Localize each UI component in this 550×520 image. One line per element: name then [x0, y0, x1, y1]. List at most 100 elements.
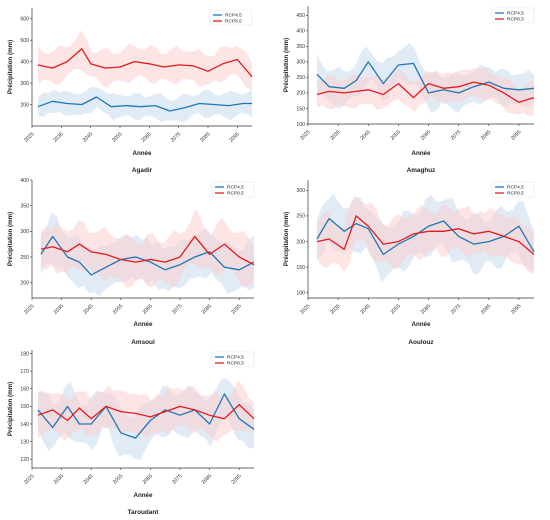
y-tick-label: 120 — [20, 457, 29, 463]
x-tick-label: 2065 — [140, 131, 152, 143]
x-axis-label: Année — [134, 492, 153, 499]
y-tick-label: 300 — [20, 81, 29, 87]
x-tick-label: 2085 — [201, 473, 213, 485]
y-tick-label: 170 — [20, 369, 29, 375]
x-tick-label: 2045 — [82, 131, 94, 143]
x-tick-label: 2075 — [170, 131, 182, 143]
x-axis-label: Année — [134, 321, 153, 328]
series-line-rcp45 — [37, 393, 255, 439]
chart-panel-amsoul: 200 250 300 350 400 2025 2035 2045 2055 2065 2075 2… — [7, 178, 255, 346]
band-rcp85 — [37, 30, 253, 90]
x-tick-label: 2035 — [53, 473, 65, 485]
legend-label: RCP8.5 — [227, 361, 244, 367]
y-tick-label: 150 — [296, 265, 305, 271]
legend-label: RCP4.5 — [507, 185, 524, 191]
band-rcp45 — [37, 86, 253, 123]
series-line-rcp85 — [40, 235, 255, 266]
legend-label: RCP8.5 — [507, 17, 524, 23]
chart-panel-taroudant: 120 130 140 150 160 170 180 2025 2035 2045 2055 206… — [7, 350, 255, 516]
legend-label: RCP4.5 — [225, 13, 242, 19]
y-tick-label: 350 — [296, 44, 305, 50]
chart-caption: Taroudant — [128, 509, 160, 516]
legend-label: RCP4.5 — [227, 185, 244, 191]
y-tick-label: 100 — [296, 291, 305, 297]
y-tick-label: 200 — [296, 239, 305, 245]
x-tick-label: 2025 — [23, 131, 35, 143]
x-tick-label: 2065 — [142, 473, 154, 485]
chart-caption: Amsoul — [131, 339, 155, 346]
y-tick-label: 400 — [20, 178, 29, 184]
x-tick-label: 2065 — [420, 303, 432, 315]
chart-panel-amaghuz: 100 150 200 250 300 350 400 450 2025 2035 2045 2055… — [283, 6, 535, 174]
series-line-rcp45 — [316, 217, 535, 256]
legend-label: RCP8.5 — [225, 19, 242, 25]
x-tick-label: 2025 — [23, 473, 35, 485]
x-tick-label: 2045 — [359, 303, 371, 315]
series-line-rcp85 — [37, 403, 255, 422]
x-tick-label: 2055 — [112, 303, 124, 315]
series-line-rcp85 — [316, 81, 535, 103]
y-tick-label: 450 — [296, 13, 305, 19]
x-tick-label: 2055 — [112, 473, 124, 485]
x-tick-label: 2045 — [82, 303, 94, 315]
band-rcp85 — [317, 67, 534, 117]
chart-caption: Agadir — [132, 167, 153, 174]
y-tick-label: 100 — [296, 122, 305, 128]
x-tick-label: 2075 — [171, 473, 183, 485]
x-tick-label: 2035 — [52, 131, 64, 143]
x-tick-label: 2095 — [510, 303, 522, 315]
x-tick-label: 2035 — [53, 303, 65, 315]
legend-label: RCP4.5 — [507, 11, 524, 17]
x-tick-label: 2085 — [201, 303, 213, 315]
y-tick-label: 300 — [296, 188, 305, 194]
x-tick-label: 2085 — [199, 131, 211, 143]
x-tick-label: 2055 — [390, 303, 402, 315]
x-tick-label: 2095 — [230, 473, 242, 485]
x-tick-label: 2025 — [299, 303, 311, 315]
y-tick-label: 140 — [20, 422, 29, 428]
y-tick-label: 500 — [20, 38, 29, 44]
band-rcp85 — [40, 209, 255, 288]
x-tick-label: 2095 — [230, 303, 242, 315]
y-axis-label: Précipitation (mm) — [7, 212, 14, 266]
series-line-rcp45 — [316, 61, 535, 94]
y-tick-label: 400 — [296, 29, 305, 35]
y-tick-label: 150 — [20, 404, 29, 410]
y-tick-label: 200 — [20, 280, 29, 286]
legend-label: RCP8.5 — [507, 191, 524, 197]
band-rcp85 — [317, 195, 534, 274]
x-tick-label: 2075 — [450, 129, 462, 141]
chart-caption: Amaghuz — [407, 167, 436, 174]
y-axis-label: Précipitation (mm) — [7, 40, 14, 94]
y-tick-label: 200 — [20, 102, 29, 108]
x-axis-label: Année — [412, 150, 431, 157]
y-tick-label: 200 — [296, 91, 305, 97]
y-axis-label: Précipitation (mm) — [283, 38, 290, 92]
x-tick-label: 2035 — [329, 129, 341, 141]
x-tick-label: 2055 — [111, 131, 123, 143]
x-tick-label: 2045 — [82, 473, 94, 485]
x-tick-label: 2045 — [359, 129, 371, 141]
x-tick-label: 2025 — [23, 303, 35, 315]
series-line-rcp85 — [316, 215, 535, 255]
x-tick-label: 2065 — [142, 303, 154, 315]
x-tick-label: 2055 — [390, 129, 402, 141]
y-tick-label: 160 — [20, 387, 29, 393]
band-rcp85 — [37, 380, 255, 442]
y-tick-label: 350 — [20, 203, 29, 209]
chart-caption: Aoulouz — [408, 339, 433, 346]
y-axis-label: Précipitation (mm) — [283, 212, 290, 266]
x-axis-label: Année — [412, 321, 431, 328]
y-tick-label: 150 — [296, 106, 305, 112]
series-line-rcp45 — [40, 235, 255, 276]
legend-label: RCP4.5 — [227, 355, 244, 361]
y-axis-label: Précipitation (mm) — [7, 382, 14, 436]
x-tick-label: 2095 — [228, 131, 240, 143]
y-tick-label: 250 — [296, 214, 305, 220]
series-line-rcp45 — [37, 96, 252, 112]
